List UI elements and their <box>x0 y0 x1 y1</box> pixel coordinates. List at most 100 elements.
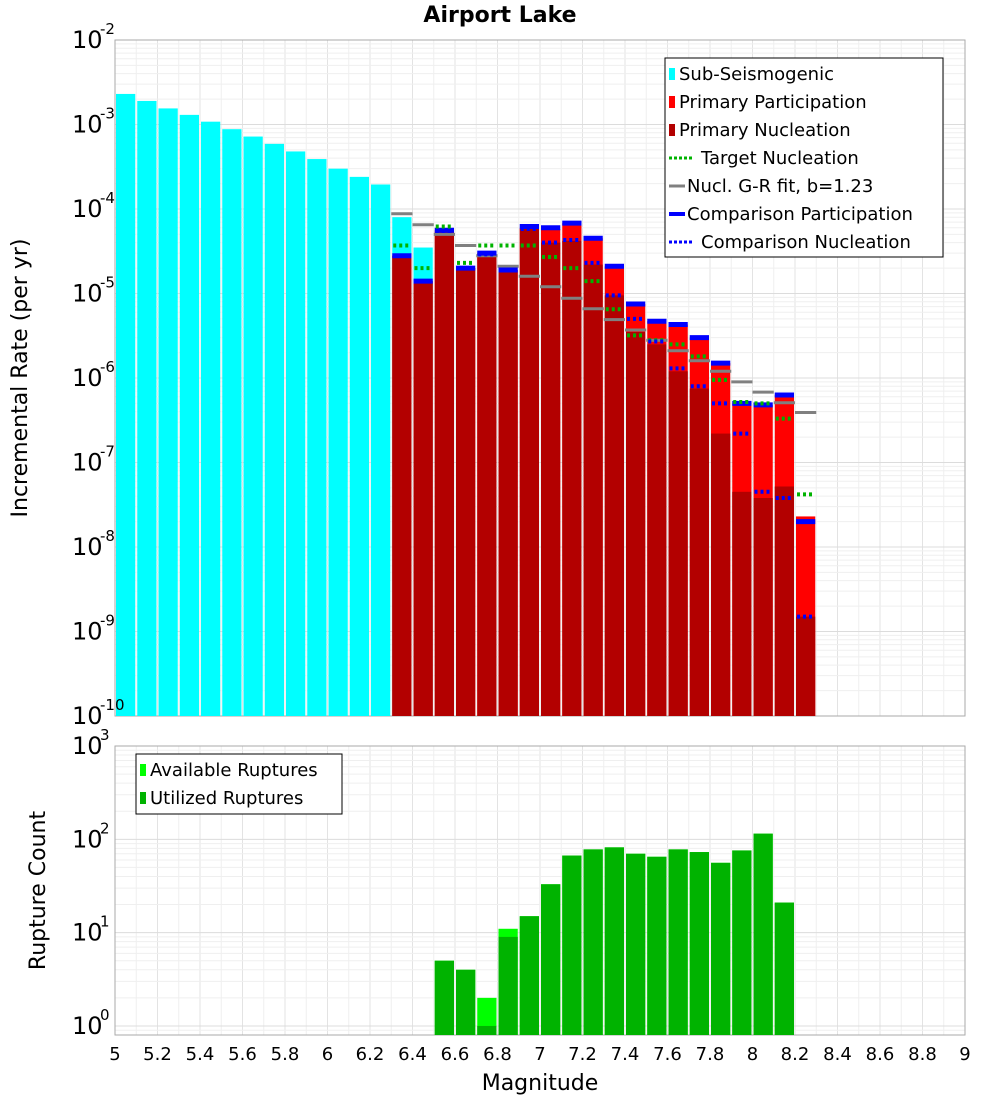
xtick-label: 5.6 <box>228 1044 257 1065</box>
primary-nucleation-bar <box>434 232 454 716</box>
top-plot-ytick-label: 10 <box>72 195 103 223</box>
sub-seismogenic-bar <box>137 100 157 717</box>
primary-nucleation-bar <box>519 228 539 716</box>
utilized-ruptures-bar <box>562 855 582 1035</box>
sub-seismogenic-bar <box>116 93 136 716</box>
utilized-ruptures-bar <box>477 1025 497 1035</box>
available-ruptures-bar <box>477 997 497 1035</box>
sub-seismogenic-bar <box>286 151 306 716</box>
utilized-ruptures-bar <box>583 849 603 1035</box>
xtick-label: 5 <box>109 1044 120 1065</box>
bottom-plot-ytick-label: 10 <box>72 919 103 947</box>
bottom-plot-ytick: 100 <box>72 1006 110 1040</box>
top-plot-ytick-exponent: -6 <box>100 358 115 376</box>
xtick-label: 8.4 <box>823 1044 852 1065</box>
top-legend-label: Comparison Nucleation <box>701 232 911 253</box>
primary-nucleation-bar <box>541 242 561 717</box>
bottom-legend-label: Available Ruptures <box>150 760 318 781</box>
xtick-label: 7.8 <box>696 1044 725 1065</box>
bottom-plot-ytick-label: 10 <box>72 1012 103 1040</box>
primary-nucleation-bar <box>477 255 497 716</box>
xtick-label: 5.2 <box>143 1044 172 1065</box>
xtick-label: 9 <box>959 1044 970 1065</box>
utilized-ruptures-bar <box>519 916 539 1035</box>
primary-nucleation-bar <box>562 240 582 716</box>
top-legend-entry: Comparison Participation <box>669 204 913 225</box>
top-plot-ytick-label: 10 <box>72 618 103 646</box>
sub-seismogenic-bar <box>371 184 391 717</box>
top-legend-label: Primary Nucleation <box>679 120 851 141</box>
primary-nucleation-bar <box>626 332 646 716</box>
xtick-label: 6.4 <box>398 1044 427 1065</box>
primary-nucleation-bar <box>774 486 794 716</box>
xtick-label: 6.8 <box>483 1044 512 1065</box>
primary-nucleation-bar <box>689 388 709 716</box>
top-y-axis-label: Incremental Rate (per yr) <box>8 239 33 518</box>
top-plot-ytick: 10-8 <box>72 527 115 561</box>
xtick-label: 5.8 <box>271 1044 300 1065</box>
utilized-ruptures-bars <box>434 833 794 1035</box>
utilized-ruptures-bar <box>732 850 752 1035</box>
sub-seismogenic-bar <box>179 114 199 717</box>
utilized-ruptures-bar <box>626 853 646 1035</box>
top-legend-label: Target Nucleation <box>700 148 859 169</box>
xtick-label: 7.4 <box>611 1044 640 1065</box>
primary-nucleation-bar <box>583 264 603 716</box>
primary-nucleation-bar <box>668 371 688 716</box>
top-legend-entry: Primary Nucleation <box>669 120 851 141</box>
top-plot-ytick-label: 10 <box>72 26 103 54</box>
sub-seismogenic-bar <box>243 136 263 716</box>
bottom-legend-box <box>135 753 343 815</box>
primary-nucleation-bar <box>796 616 816 716</box>
bottom-legend-entry: Available Ruptures <box>140 760 318 781</box>
top-legend-swatch <box>669 68 675 80</box>
primary-nucleation-bar <box>711 433 731 716</box>
xtick-label: 6 <box>322 1044 333 1065</box>
sub-seismogenic-bar <box>328 168 348 717</box>
bottom-plot-ytick-exponent: 0 <box>100 1006 110 1024</box>
top-legend-swatch <box>669 96 675 108</box>
primary-nucleation-bar <box>753 498 773 716</box>
top-legend-label: Primary Participation <box>679 92 867 113</box>
x-axis-label: Magnitude <box>482 1071 599 1096</box>
top-legend-entry: Nucl. G-R fit, b=1.23 <box>669 176 873 197</box>
bottom-legend: Available Ruptures Utilized Ruptures <box>135 753 343 815</box>
top-plot-ytick: 10-10 <box>72 696 125 730</box>
top-plot-ytick-label: 10 <box>72 449 103 477</box>
top-plot-ytick: 10-3 <box>72 105 115 139</box>
primary-nucleation-bar <box>647 344 667 716</box>
utilized-ruptures-bar <box>753 833 773 1035</box>
top-plot-ytick: 10-2 <box>72 20 115 54</box>
top-plot-ytick-exponent: -9 <box>100 612 115 630</box>
bottom-y-axis-label: Rupture Count <box>26 811 51 971</box>
xtick-label: 8.8 <box>908 1044 937 1065</box>
xtick-label: 7 <box>534 1044 545 1065</box>
sub-seismogenic-bar <box>222 129 242 716</box>
primary-nucleation-bar <box>456 268 476 716</box>
top-legend: Sub-Seismogenic Primary Participation Prim… <box>664 57 944 258</box>
bottom-plot-ytick-label: 10 <box>72 825 103 853</box>
utilized-ruptures-bar <box>541 884 561 1035</box>
utilized-ruptures-bar <box>434 960 454 1035</box>
top-legend-swatch <box>669 124 675 136</box>
primary-nucleation-bar <box>498 269 518 716</box>
primary-nucleation-bar <box>604 295 624 716</box>
top-plot-ytick: 10-6 <box>72 358 115 392</box>
utilized-ruptures-bar <box>774 902 794 1035</box>
bottom-plot-ytick: 103 <box>72 726 110 760</box>
top-legend-entry: Sub-Seismogenic <box>669 64 834 85</box>
bottom-plot-ytick-exponent: 2 <box>100 819 110 837</box>
bottom-legend-swatch <box>140 764 146 776</box>
xtick-label: 8.6 <box>866 1044 895 1065</box>
utilized-ruptures-bar <box>498 936 518 1035</box>
utilized-ruptures-bar <box>668 849 688 1035</box>
sub-seismogenic-bar <box>201 121 221 717</box>
top-plot-ytick-label: 10 <box>72 280 103 308</box>
top-legend-label: Comparison Participation <box>687 204 913 225</box>
utilized-ruptures-bar <box>711 862 731 1035</box>
top-plot-ytick-label: 10 <box>72 533 103 561</box>
bottom-legend-label: Utilized Ruptures <box>150 788 303 809</box>
top-legend-entry: Primary Participation <box>669 92 867 113</box>
sub-seismogenic-bar <box>158 108 178 716</box>
top-plot-ytick-exponent: -5 <box>100 274 115 292</box>
